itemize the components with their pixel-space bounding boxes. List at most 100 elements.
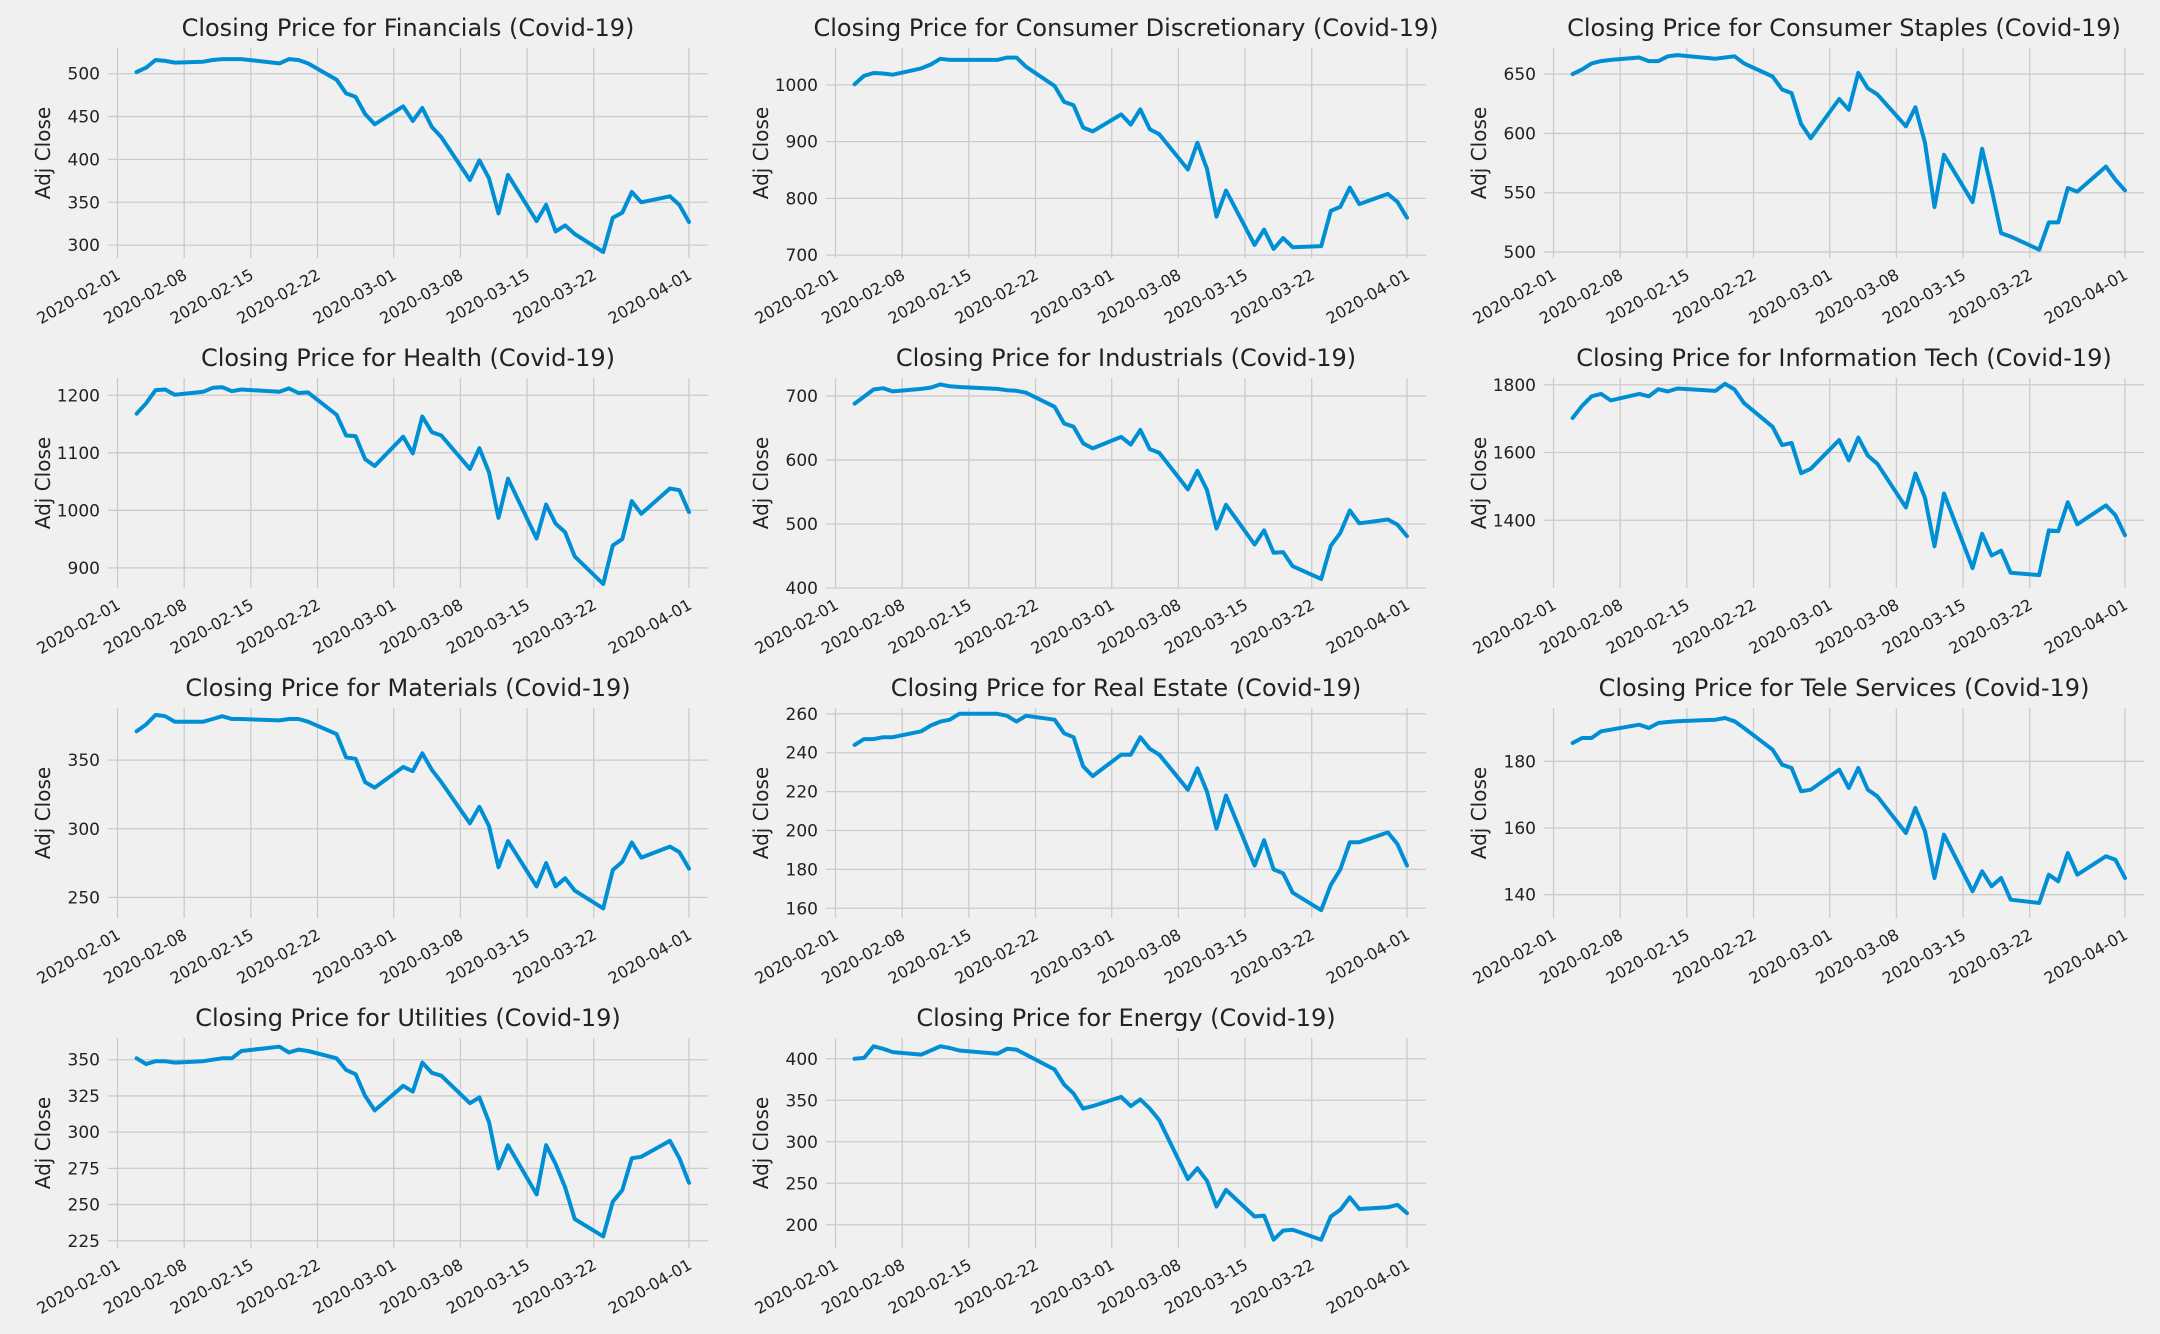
y-tick-label: 550 [1504,184,1536,204]
y-tick-label: 140 [1504,886,1536,906]
y-axis-label: Adj Close [31,107,55,199]
subplot-5: 2020-02-012020-02-082020-02-152020-02-22… [1467,344,2144,658]
y-tick-label: 700 [786,387,818,407]
y-tick-label: 300 [68,820,100,840]
subplot-title: Closing Price for Health (Covid-19) [201,344,615,372]
y-axis-label: Adj Close [749,437,773,529]
y-tick-label: 1600 [1493,444,1536,464]
y-tick-label: 350 [68,751,100,771]
x-tick-label: 2020-04-01 [605,1255,695,1318]
x-tick-label: 2020-04-01 [2041,595,2131,658]
y-tick-label: 700 [786,246,818,266]
y-tick-label: 250 [786,1174,818,1194]
y-tick-label: 400 [786,579,818,599]
y-tick-label: 180 [1504,752,1536,772]
subplot-title: Closing Price for Financials (Covid-19) [182,14,635,42]
y-tick-label: 160 [786,899,818,919]
y-axis-label: Adj Close [31,437,55,529]
subplot-title: Closing Price for Consumer Staples (Covi… [1567,14,2121,42]
subplot-9: 2020-02-012020-02-082020-02-152020-02-22… [31,1004,708,1318]
series-line [134,712,691,911]
subplot-6: 2020-02-012020-02-082020-02-152020-02-22… [31,674,708,988]
subplot-title: Closing Price for Materials (Covid-19) [185,674,630,702]
y-tick-label: 250 [68,888,100,908]
subplot-title: Closing Price for Consumer Discretionary… [814,14,1439,42]
series-line [1570,53,2127,252]
y-tick-label: 325 [68,1087,100,1107]
y-tick-label: 400 [786,1050,818,1070]
y-tick-label: 900 [68,559,100,579]
y-tick-label: 1100 [57,444,100,464]
subplot-title: Closing Price for Real Estate (Covid-19) [891,674,1362,702]
subplot-0: 2020-02-012020-02-082020-02-152020-02-22… [31,14,708,328]
series-line [1570,716,2127,905]
y-tick-label: 180 [786,860,818,880]
y-tick-label: 500 [68,65,100,85]
y-axis-label: Adj Close [1467,107,1491,199]
y-tick-label: 1800 [1493,376,1536,396]
y-tick-label: 450 [68,108,100,128]
subplot-1: 2020-02-012020-02-082020-02-152020-02-22… [749,14,1438,328]
y-tick-label: 500 [1504,243,1536,263]
x-tick-label: 2020-04-01 [1323,1255,1413,1318]
y-tick-label: 300 [68,236,100,256]
x-tick-label: 2020-04-01 [1323,925,1413,988]
subplot-title: Closing Price for Industrials (Covid-19) [896,344,1356,372]
x-tick-label: 2020-04-01 [605,595,695,658]
y-axis-label: Adj Close [749,107,773,199]
y-tick-label: 1400 [1493,511,1536,531]
subplot-title: Closing Price for Tele Services (Covid-1… [1599,674,2090,702]
y-tick-label: 650 [1504,65,1536,85]
x-tick-label: 2020-04-01 [2041,925,2131,988]
y-tick-label: 260 [786,705,818,725]
y-tick-label: 160 [1504,819,1536,839]
y-tick-label: 1200 [57,386,100,406]
subplot-title: Closing Price for Utilities (Covid-19) [195,1004,621,1032]
y-tick-label: 350 [68,1051,100,1071]
y-tick-label: 250 [68,1196,100,1216]
y-tick-label: 900 [786,133,818,153]
y-axis-label: Adj Close [749,767,773,859]
y-tick-label: 200 [786,822,818,842]
subplot-10: 2020-02-012020-02-082020-02-152020-02-22… [749,1004,1426,1318]
series-line [134,57,691,254]
x-tick-label: 2020-04-01 [2041,265,2131,328]
x-tick-label: 2020-04-01 [605,265,695,328]
subplot-8: 2020-02-012020-02-082020-02-152020-02-22… [1467,674,2144,988]
y-tick-label: 600 [1504,124,1536,144]
y-axis-label: Adj Close [1467,437,1491,529]
y-tick-label: 800 [786,189,818,209]
y-tick-label: 350 [68,193,100,213]
series-line [1570,381,2127,578]
y-tick-label: 1000 [775,76,818,96]
y-tick-label: 1000 [57,501,100,521]
y-axis-label: Adj Close [749,1097,773,1189]
y-tick-label: 350 [786,1091,818,1111]
y-tick-label: 300 [786,1133,818,1153]
y-tick-label: 400 [68,150,100,170]
y-tick-label: 240 [786,744,818,764]
series-line [852,711,1409,913]
series-line [852,1044,1409,1242]
series-line [134,385,691,586]
y-tick-label: 500 [786,515,818,535]
y-tick-label: 220 [786,783,818,803]
y-tick-label: 225 [68,1232,100,1252]
y-tick-label: 275 [68,1159,100,1179]
y-tick-label: 600 [786,451,818,471]
x-tick-label: 2020-04-01 [1323,265,1413,328]
subplot-2: 2020-02-012020-02-082020-02-152020-02-22… [1467,14,2144,328]
x-tick-label: 2020-04-01 [605,925,695,988]
series-line [134,1044,691,1239]
y-axis-label: Adj Close [31,767,55,859]
y-axis-label: Adj Close [1467,767,1491,859]
y-tick-label: 200 [786,1216,818,1236]
subplot-7: 2020-02-012020-02-082020-02-152020-02-22… [749,674,1426,988]
series-line [852,55,1409,251]
subplot-4: 2020-02-012020-02-082020-02-152020-02-22… [749,344,1426,658]
subplot-title: Closing Price for Information Tech (Covi… [1576,344,2112,372]
subplot-3: 2020-02-012020-02-082020-02-152020-02-22… [31,344,708,658]
subplot-title: Closing Price for Energy (Covid-19) [916,1004,1335,1032]
y-tick-label: 300 [68,1123,100,1143]
